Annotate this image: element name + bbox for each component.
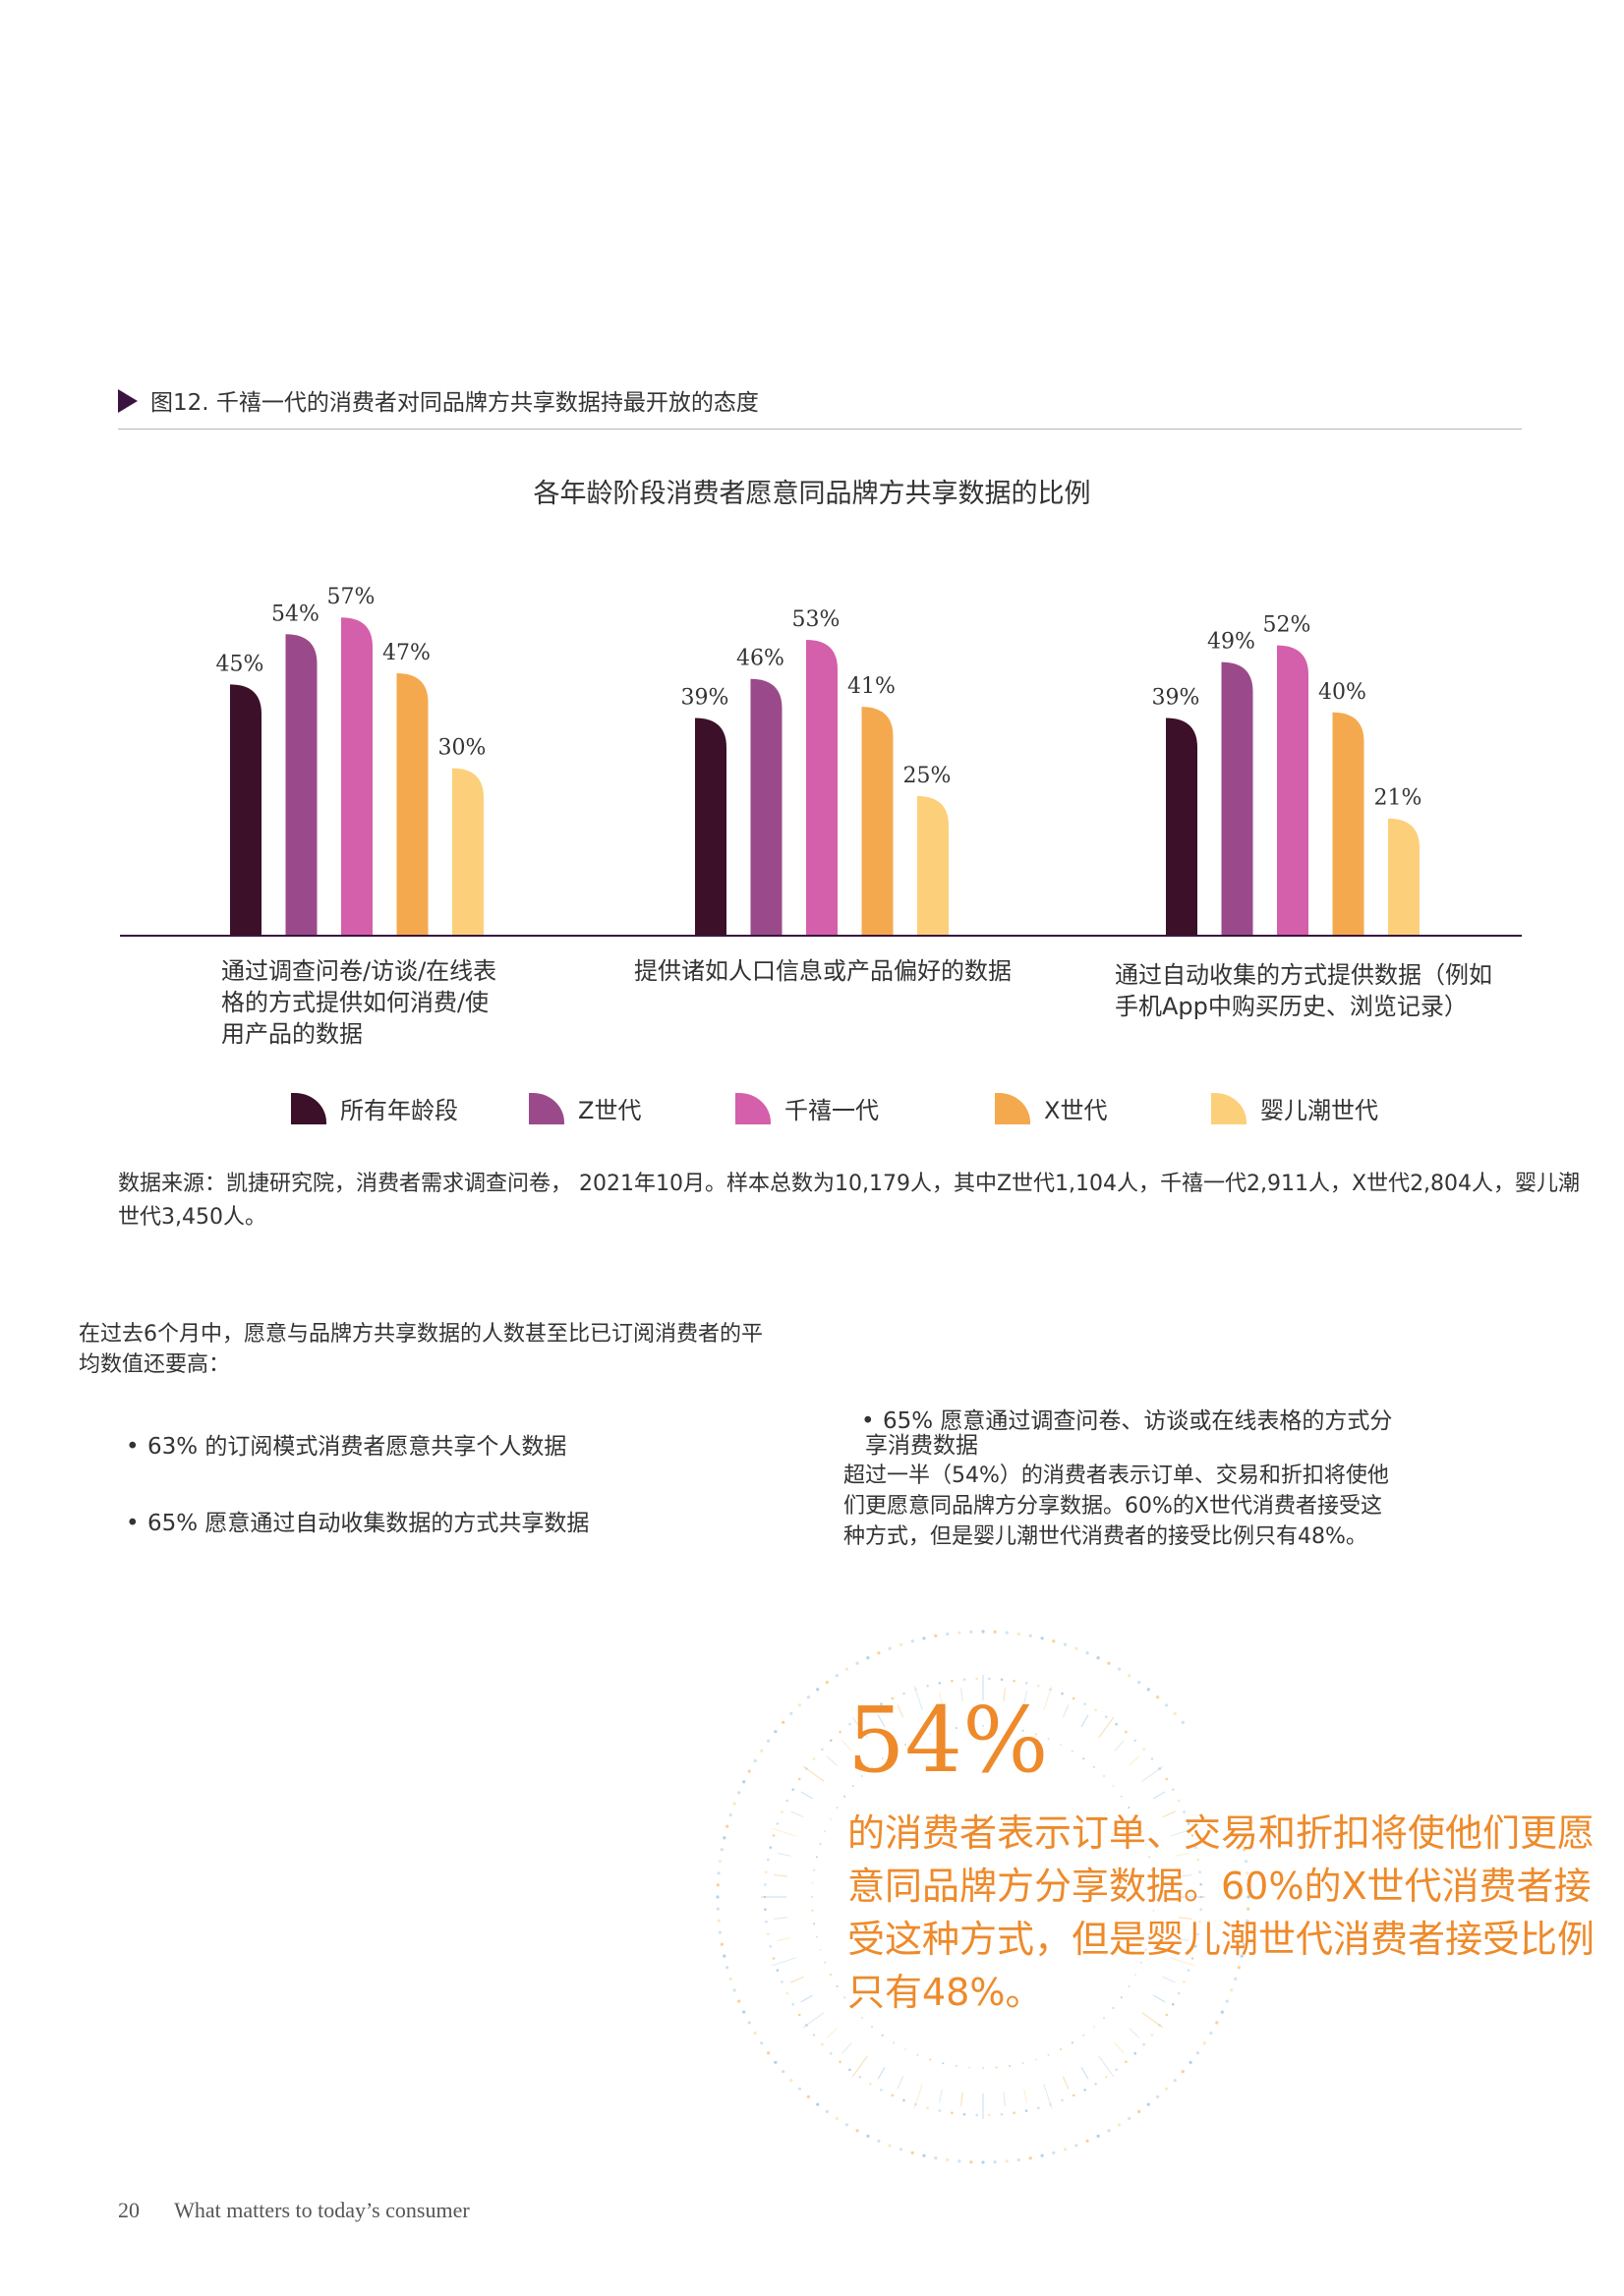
right-paragraph-line-2: 们更愿意同品牌方分享数据。60%的X世代消费者接受这 [843,1494,1382,1519]
value-label: 53% [792,607,841,632]
value-label: 57% [327,585,376,609]
page-footer: 20 What matters to today’s consumer [118,2198,470,2223]
category-label-2: 提供诸如人口信息或产品偏好的数据 [634,955,1012,987]
data-source-note: 数据来源：凯捷研究院，消费者需求调查问卷， 2021年10月。样本总数为10,1… [118,1172,1581,1230]
bar-1-group-3 [1166,718,1197,936]
highlight-number: 54% [847,1688,1049,1793]
bar-1-group-1 [230,684,261,936]
value-label: 21% [1374,786,1422,811]
value-label: 46% [736,647,784,671]
bar-4-group-1 [396,673,429,936]
legend-item-4: X世代 [995,1091,1107,1125]
bar-2-group-3 [1221,661,1253,936]
play-arrow-icon [118,389,138,413]
value-label: 52% [1263,613,1311,638]
bar-2-group-2 [750,678,783,936]
value-label: 39% [681,685,729,710]
right-paragraph-line-3: 种方式，但是婴儿潮世代消费者的接受比例只有48%。 [843,1524,1367,1549]
bar-3-group-3 [1277,645,1308,936]
bar-5-group-2 [917,796,949,936]
bar-5-group-3 [1388,818,1420,936]
legend-swatch [735,1092,771,1124]
bar-2-group-1 [285,634,318,936]
legend-label: 千禧一代 [784,1097,879,1124]
figure-caption: 图12. 千禧一代的消费者对同品牌方共享数据持最开放的态度 [150,390,759,416]
bar-3-group-2 [806,639,838,936]
left-intro-text: 在过去6个月中，愿意与品牌方共享数据的人数甚至比已订阅消费者的平均数值还要高： [79,1322,763,1377]
legend-item-1: 所有年龄段 [291,1091,458,1125]
figure-header: 图12. 千禧一代的消费者对同品牌方共享数据持最开放的态度 [118,381,1522,430]
highlight-text: 的消费者表示订单、交易和折扣将使他们更愿意同品牌方分享数据。60%的X世代消费者… [847,1811,1595,2014]
legend-item-3: 千禧一代 [735,1091,879,1125]
right-paragraph-line-1: 超过一半（54%）的消费者表示订单、交易和折扣将使他 [843,1464,1389,1488]
legend-item-2: Z世代 [529,1091,641,1125]
legend-label: 所有年龄段 [340,1097,458,1124]
bars-layer [230,617,1420,936]
legend-swatch [529,1092,564,1124]
legend-swatch [995,1092,1030,1124]
legend-label: 婴儿潮世代 [1260,1097,1378,1124]
bar-4-group-3 [1332,712,1364,936]
page-number: 20 [118,2198,140,2222]
footer-title: What matters to today’s consumer [174,2198,470,2222]
category-label-line: 用产品的数据 [221,1020,363,1048]
bar-5-group-1 [452,768,484,936]
value-label: 54% [271,602,319,626]
decorative-dotted-circle [716,1630,1250,2164]
value-label: 45% [216,652,264,676]
bar-3-group-1 [341,617,373,936]
left-bullet-1: 63% 的订阅模式消费者愿意共享个人数据 [126,1427,566,1461]
category-label-line: 手机App中购买历史、浏览记录） [1115,993,1468,1020]
category-label-line: 通过自动收集的方式提供数据（例如 [1115,961,1492,989]
category-label-1: 通过调查问卷/访谈/在线表 格的方式提供如何消费/使 用产品的数据 [221,955,496,1050]
right-bullet-line-2: 享消费数据 [865,1433,978,1459]
value-label: 47% [382,641,431,665]
category-label-line: 格的方式提供如何消费/使 [221,989,490,1016]
left-bullet-2: 65% 愿意通过自动收集数据的方式共享数据 [126,1504,589,1537]
value-label: 25% [903,764,952,788]
bar-4-group-2 [861,707,894,936]
value-label: 40% [1318,680,1366,705]
right-bullet-line-1: 65% 愿意通过调查问卷、访谈或在线表格的方式分 [861,1402,1392,1435]
value-label: 41% [847,674,896,699]
legend-item-5: 婴儿潮世代 [1211,1091,1378,1125]
chart-title: 各年龄阶段消费者愿意同品牌方共享数据的比例 [533,479,1091,509]
value-label: 39% [1152,685,1200,710]
bar-chart: 45% 39% 39% 54% 46% 49% 57% 53% 52% 47% 41% 40% 30% 2… [120,585,1522,937]
legend-swatch [291,1092,326,1124]
value-label: 49% [1207,630,1255,655]
category-label-line: 通过调查问卷/访谈/在线表 [221,957,497,985]
value-labels-layer: 45% 39% 39% 54% 46% 49% 57% 53% 52% 47% 41% 40% 30% 2… [216,585,1422,810]
category-label-3: 通过自动收集的方式提供数据（例如 手机App中购买历史、浏览记录） [1115,959,1492,1022]
value-label: 30% [438,736,487,761]
bar-1-group-2 [695,718,726,936]
legend-swatch [1211,1092,1247,1124]
legend-label: X世代 [1044,1097,1108,1124]
legend-label: Z世代 [578,1097,642,1124]
category-label-line: 提供诸如人口信息或产品偏好的数据 [634,957,1012,985]
